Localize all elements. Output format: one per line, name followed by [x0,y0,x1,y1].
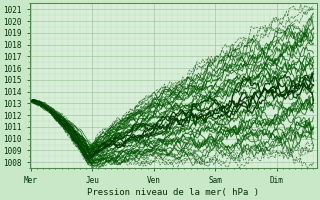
X-axis label: Pression niveau de la mer( hPa ): Pression niveau de la mer( hPa ) [87,188,259,197]
